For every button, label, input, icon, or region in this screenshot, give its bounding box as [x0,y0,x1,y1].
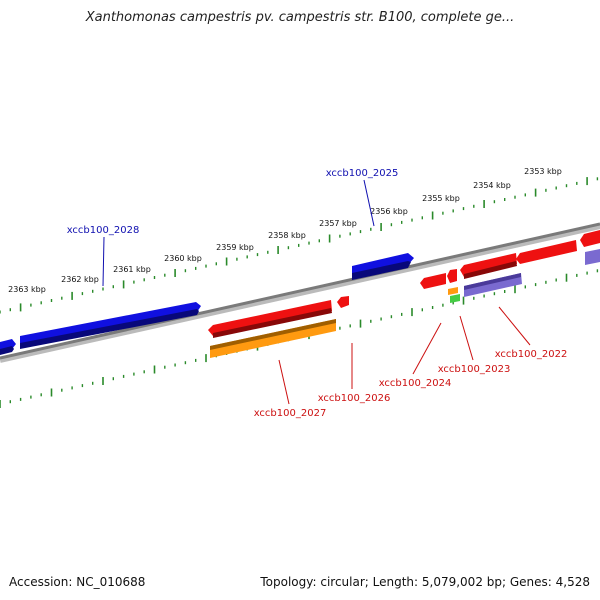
outer-tick-track [0,177,599,314]
kbp-tick-label: 2360 kbp [164,254,202,263]
leader-xccb100_2027 [278,359,290,405]
kbp-tick-label: 2363 kbp [8,285,46,294]
backbone-shadow [0,223,600,363]
accession-text: Accession: NC_010688 [9,575,146,589]
gene-xccb100_2025-arrow[interactable] [352,253,414,280]
gene-xccb100_2027-arrow[interactable] [208,300,332,338]
leader-xccb100_2028 [102,236,105,287]
kbp-tick-label: 2357 kbp [319,219,357,228]
gene-xccb100_2029-arrow[interactable] [0,339,16,355]
kbp-tick-label: 2359 kbp [216,243,254,252]
map-title: Xanthomonas campestris pv. campestris st… [85,10,515,25]
backbone [0,222,600,360]
kbp-tick-label: 2361 kbp [113,265,151,274]
gene-xccb100_2026-arrow[interactable] [337,296,349,308]
gene-xccb100_2023-arrow[interactable] [448,287,460,303]
leader-xccb100_2024 [412,322,442,375]
gene-label-xccb100_2026[interactable]: xccb100_2026 [318,393,391,404]
gene-xccb100_2028-arrow[interactable] [20,302,201,349]
kbp-labels: 2363 kbp 2362 kbp 2361 kbp 2360 kbp 2359 kbp… [8,167,562,294]
gene-label-xccb100_2022[interactable]: xccb100_2022 [495,349,568,360]
kbp-tick-label: 2353 kbp [524,167,562,176]
kbp-tick-label: 2362 kbp [61,275,99,284]
kbp-tick-label: 2358 kbp [268,231,306,240]
gene-xccb100_2021-arrow[interactable] [516,230,600,264]
gene-label-xccb100_2023[interactable]: xccb100_2023 [438,364,511,375]
topology-text: Topology: circular; Length: 5,079,002 bp… [260,575,590,589]
leader-xccb100_2023 [459,315,474,361]
gene-label-xccb100_2024[interactable]: xccb100_2024 [379,378,452,389]
gene-label-xccb100_2025[interactable]: xccb100_2025 [326,168,399,179]
gene-xccb100_2027-orange-feature[interactable] [210,319,336,358]
leader-xccb100_2022 [498,306,531,346]
gene-xccb100_2023-purple-feature[interactable] [464,273,522,297]
kbp-tick-label: 2356 kbp [370,207,408,216]
gene-right-edge-purple-arrow[interactable] [585,249,600,265]
gene-label-xccb100_2027[interactable]: xccb100_2027 [254,408,327,419]
leader-xccb100_2025 [363,179,375,227]
kbp-tick-label: 2355 kbp [422,194,460,203]
kbp-tick-label: 2354 kbp [473,181,511,190]
gene-xccb100_2022-arrow[interactable] [460,253,517,279]
gene-label-xccb100_2028[interactable]: xccb100_2028 [67,225,140,236]
gene-xccb100_2024-arrow[interactable] [420,269,457,289]
